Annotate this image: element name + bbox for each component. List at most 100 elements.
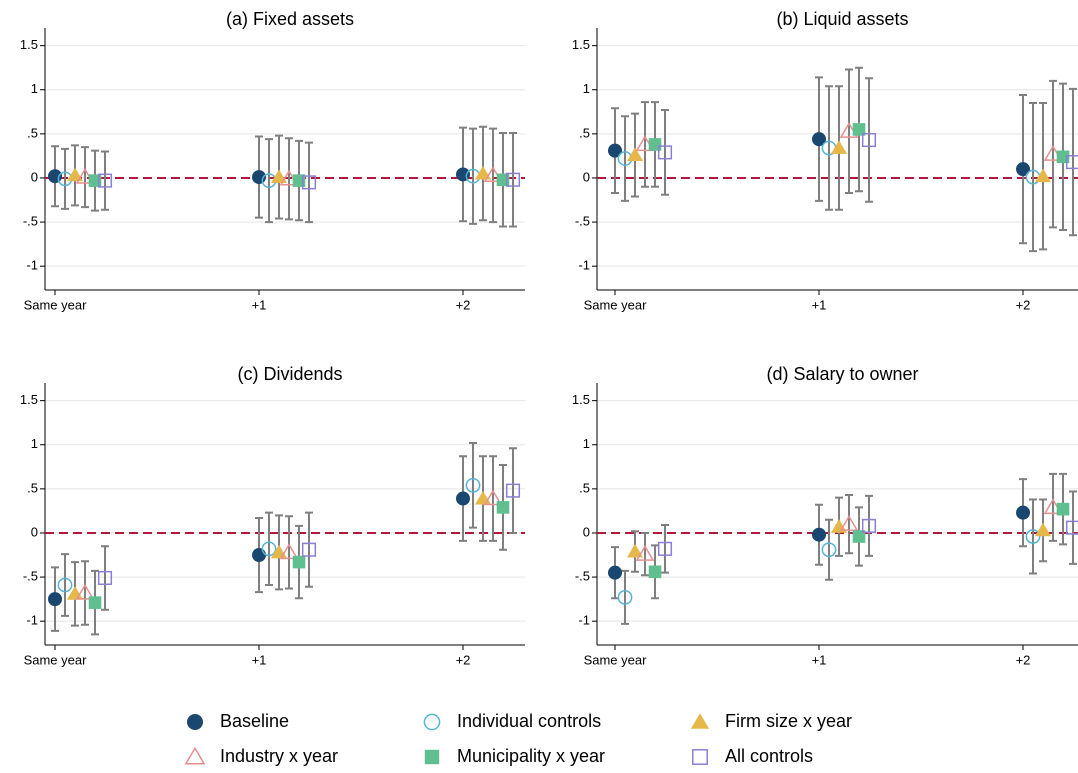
error-bar <box>81 560 89 626</box>
x-tick-label: Same year <box>24 652 88 667</box>
y-tick-label: .5 <box>579 125 590 140</box>
marker <box>852 123 866 136</box>
y-tick-label: .5 <box>579 480 590 495</box>
x-tick-label: Same year <box>24 297 88 312</box>
panel: (c) Dividends -1 -.5 0 .5 1 1.5 Same year +1 +2 <box>20 364 525 667</box>
x-tick-label: Same year <box>584 297 648 312</box>
marker <box>187 714 203 730</box>
error-bar <box>305 511 313 588</box>
error-bar <box>489 455 497 542</box>
marker <box>301 175 317 190</box>
marker <box>626 543 644 558</box>
error-bar <box>1069 87 1077 237</box>
y-tick-label: 1.5 <box>20 37 38 52</box>
marker <box>423 713 441 731</box>
marker <box>270 169 288 184</box>
marker <box>483 489 503 506</box>
y-tick-label: 1 <box>583 81 590 96</box>
marker <box>465 477 481 493</box>
marker <box>252 548 266 563</box>
marker <box>861 518 877 533</box>
error-bar <box>81 146 89 209</box>
y-tick-label: -.5 <box>23 569 38 584</box>
error-bar <box>1029 498 1037 575</box>
legend-label: Municipality x year <box>457 746 605 766</box>
marker <box>830 140 848 154</box>
marker <box>861 132 877 148</box>
marker <box>812 132 826 147</box>
error-bar <box>509 447 517 534</box>
x-tick-label: Same year <box>584 652 648 667</box>
y-tick-label: -1 <box>26 613 38 628</box>
marker <box>97 570 113 586</box>
marker <box>1056 502 1070 516</box>
y-tick-label: -1 <box>26 258 38 273</box>
y-tick-label: 1 <box>583 436 590 451</box>
error-bar <box>621 569 629 625</box>
marker <box>839 514 859 531</box>
error-bar <box>641 101 649 188</box>
x-tick-label: +2 <box>1016 652 1031 667</box>
error-bar <box>621 115 629 202</box>
error-bar <box>469 127 477 225</box>
x-tick-label: +1 <box>252 297 267 312</box>
y-tick-label: -1 <box>578 258 590 273</box>
marker <box>821 542 837 558</box>
marker <box>617 589 633 605</box>
marker <box>88 596 102 609</box>
x-tick-label: +1 <box>812 652 827 667</box>
marker <box>1025 529 1041 544</box>
marker <box>301 542 317 557</box>
marker <box>424 749 440 765</box>
error-bar <box>61 553 69 617</box>
legend-label: Individual controls <box>457 711 601 731</box>
error-bar <box>865 494 873 557</box>
marker <box>692 749 708 765</box>
error-bar <box>509 131 517 228</box>
error-bar <box>845 494 853 555</box>
marker <box>1034 522 1052 537</box>
marker <box>608 565 622 580</box>
y-tick-label: 0 <box>31 524 38 539</box>
marker <box>657 541 673 556</box>
marker <box>608 143 622 158</box>
legend-label: Firm size x year <box>725 711 852 731</box>
error-bar <box>489 127 497 224</box>
error-bar <box>661 109 669 196</box>
marker <box>1016 162 1030 177</box>
y-tick-label: 0 <box>583 169 590 184</box>
marker <box>48 169 62 184</box>
error-bar <box>825 85 833 211</box>
marker <box>1016 505 1030 520</box>
panel: (a) Fixed assets -1 -.5 0 .5 1 1.5 Same year +1 +… <box>20 9 525 312</box>
error-bar <box>101 545 109 611</box>
marker <box>505 172 521 187</box>
x-tick-label: +1 <box>812 297 827 312</box>
marker <box>1065 520 1078 535</box>
error-bar <box>305 141 313 224</box>
legend-label: Industry x year <box>220 746 338 766</box>
panel-title: (b) Liquid assets <box>776 9 908 29</box>
y-tick-label: -.5 <box>23 214 38 229</box>
marker <box>635 544 655 561</box>
error-bar <box>101 150 109 211</box>
panel-title: (d) Salary to owner <box>766 364 918 384</box>
panel: (b) Liquid assets -1 -.5 0 .5 1 1.5 Same year +1… <box>572 9 1078 312</box>
legend-label: All controls <box>725 746 813 766</box>
marker <box>456 491 470 506</box>
marker <box>474 165 492 180</box>
marker <box>657 145 673 160</box>
error-bar <box>1069 490 1077 565</box>
error-bar <box>61 147 69 210</box>
y-tick-label: -1 <box>578 613 590 628</box>
marker <box>648 565 662 579</box>
marker <box>690 713 710 729</box>
marker <box>184 746 206 765</box>
marker <box>830 519 848 533</box>
error-bar <box>265 511 273 587</box>
error-bar <box>661 524 669 574</box>
marker <box>812 527 826 542</box>
error-bar <box>1049 472 1057 542</box>
error-bar <box>1049 79 1057 229</box>
